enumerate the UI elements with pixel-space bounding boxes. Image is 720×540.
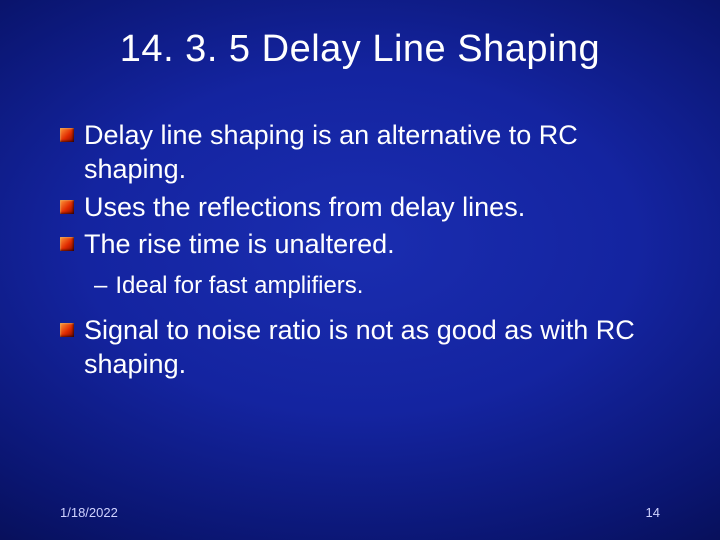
square-bullet-icon — [60, 237, 74, 251]
slide-title: 14. 3. 5 Delay Line Shaping — [0, 0, 720, 71]
square-bullet-icon — [60, 323, 74, 337]
bullet-item: Signal to noise ratio is not as good as … — [60, 314, 660, 382]
footer-page-number: 14 — [646, 505, 660, 520]
bullet-text: Uses the reflections from delay lines. — [84, 191, 660, 225]
square-bullet-icon — [60, 128, 74, 142]
dash-bullet-icon: – — [94, 272, 107, 300]
bullet-text: The rise time is unaltered. — [84, 228, 660, 262]
bullet-item: Uses the reflections from delay lines. — [60, 191, 660, 225]
footer-date: 1/18/2022 — [60, 505, 118, 520]
sub-bullet-item: – Ideal for fast amplifiers. — [60, 272, 660, 300]
bullet-item: Delay line shaping is an alternative to … — [60, 119, 660, 187]
bullet-text: Delay line shaping is an alternative to … — [84, 119, 660, 187]
square-bullet-icon — [60, 200, 74, 214]
bullet-item: The rise time is unaltered. — [60, 228, 660, 262]
slide-body: Delay line shaping is an alternative to … — [0, 71, 720, 382]
sub-bullet-text: Ideal for fast amplifiers. — [115, 272, 363, 300]
bullet-text: Signal to noise ratio is not as good as … — [84, 314, 660, 382]
